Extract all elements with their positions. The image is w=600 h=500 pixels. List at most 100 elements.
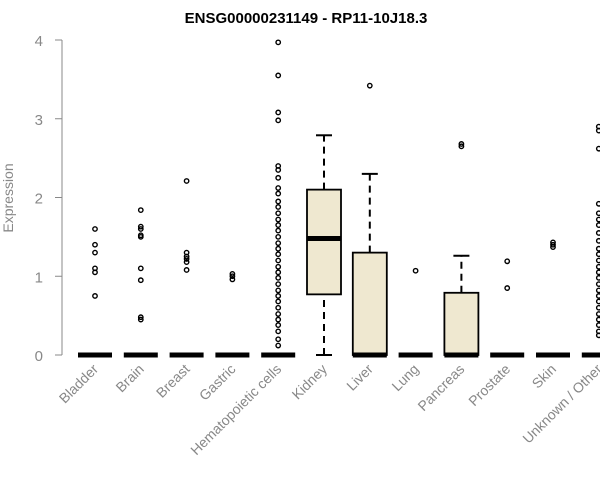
outlier-point [275, 257, 282, 264]
x-tick-label: Hematopoietic cells [187, 361, 284, 458]
outlier-point [275, 227, 282, 234]
outlier-point [275, 336, 282, 343]
outlier-point [595, 298, 600, 305]
outlier-point [229, 273, 236, 280]
box-7 [398, 267, 433, 358]
x-tick-label: Bladder [56, 361, 102, 407]
outlier-point [229, 276, 236, 283]
outlier-point [595, 263, 600, 270]
box-4 [261, 39, 296, 358]
outlier-point [595, 230, 600, 236]
x-tick-label: Breast [153, 361, 193, 401]
outlier-point [595, 274, 600, 281]
y-tick-label: 4 [35, 33, 43, 50]
outlier-point [229, 270, 236, 277]
x-tick-label: Gastric [196, 361, 239, 404]
box-11 [581, 123, 600, 358]
box-8 [443, 141, 480, 358]
x-tick-label: Liver [343, 361, 376, 394]
outlier-point [595, 200, 600, 207]
outlier-point [595, 322, 600, 328]
outlier-point [137, 207, 144, 214]
outlier-point [275, 39, 282, 46]
y-tick-label: 2 [35, 191, 43, 208]
outlier-point [275, 311, 282, 317]
outlier-point [137, 223, 144, 230]
outlier-point [275, 190, 282, 197]
outlier-point [595, 210, 600, 217]
outlier-point [183, 267, 190, 273]
outlier-point [275, 263, 282, 270]
outlier-point [183, 256, 190, 262]
outlier-point [366, 82, 373, 89]
box-10 [536, 239, 570, 358]
outlier-point [275, 174, 282, 181]
outlier-point [595, 328, 600, 335]
plot-area [78, 39, 600, 358]
box-iqr [443, 291, 480, 356]
y-axis: 0 1 2 3 4 [35, 33, 63, 365]
outlier-point [275, 222, 282, 228]
x-tick-label: Prostate [465, 361, 513, 409]
y-tick-label: 3 [35, 112, 43, 129]
outlier-point [275, 274, 282, 281]
outlier-point [92, 249, 98, 256]
outlier-point [275, 117, 282, 124]
outlier-point [550, 241, 556, 248]
outlier-point [595, 123, 600, 130]
outlier-point [275, 216, 282, 223]
outlier-point [275, 245, 282, 252]
outlier-point [275, 109, 282, 116]
outlier-point [137, 232, 144, 239]
box-iqr [351, 251, 388, 356]
outlier-point [595, 293, 600, 299]
outlier-point [595, 251, 600, 258]
outlier-point [595, 304, 600, 311]
outlier-point [275, 269, 282, 276]
box-iqr [306, 188, 342, 296]
outlier-point [275, 163, 282, 169]
box-5 [306, 134, 342, 356]
outlier-point [275, 287, 282, 294]
outlier-point [92, 265, 98, 272]
y-axis-label: Expression [0, 163, 16, 232]
outlier-point [458, 141, 465, 147]
outlier-point [504, 258, 511, 265]
outlier-point [275, 342, 282, 349]
outlier-point [137, 314, 144, 321]
outlier-point [550, 239, 556, 246]
box-1 [123, 207, 158, 358]
outlier-point [183, 259, 190, 265]
outlier-point [275, 316, 282, 323]
outlier-point [595, 216, 600, 223]
x-tick-label: Kidney [289, 361, 331, 403]
outlier-point [137, 265, 144, 272]
outlier-point [412, 267, 419, 274]
outlier-point [275, 251, 282, 258]
box-9 [490, 258, 525, 358]
x-tick-label: Skin [529, 361, 560, 392]
outlier-point [275, 322, 282, 328]
outlier-point [275, 72, 282, 79]
outlier-point [275, 293, 282, 299]
outlier-point [275, 328, 282, 335]
outlier-point [504, 285, 511, 291]
outlier-point [275, 210, 282, 217]
outlier-point [275, 233, 282, 240]
x-tick-label: Brain [112, 361, 146, 395]
outlier-point [595, 316, 600, 323]
outlier-point [275, 185, 282, 191]
outlier-point [275, 240, 282, 247]
outlier-point [275, 198, 282, 205]
box-2 [169, 178, 204, 358]
chart-title: ENSG00000231149 - RP11-10J18.3 [185, 10, 428, 27]
box-0 [78, 226, 112, 358]
outlier-point [275, 298, 282, 305]
outlier-point [595, 145, 600, 152]
outlier-point [183, 178, 190, 184]
outlier-point [183, 249, 190, 256]
y-tick-label: 1 [35, 269, 43, 286]
outlier-point [595, 257, 600, 264]
box-3 [215, 270, 250, 358]
outlier-point [595, 222, 600, 228]
